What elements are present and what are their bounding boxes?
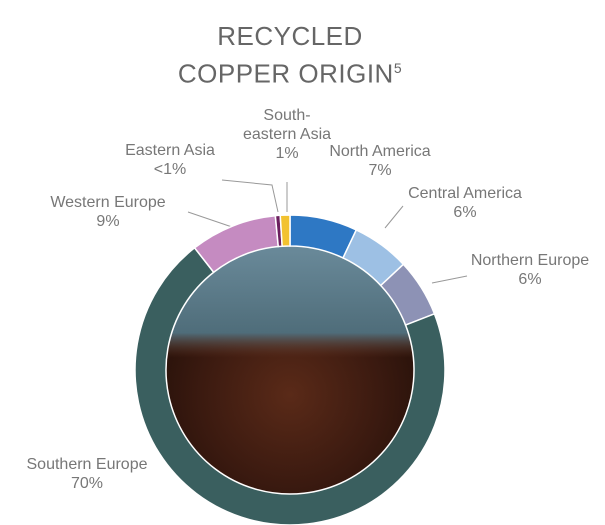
donut-segment (279, 214, 291, 248)
slice-label: Eastern Asia <1% (125, 141, 215, 179)
donut-segment (134, 246, 446, 525)
category-label: North America (329, 143, 431, 160)
category-label: Southern Europe (26, 456, 148, 473)
value-label: 6% (518, 271, 542, 288)
slice-label: Western Europe 9% (50, 193, 165, 231)
category-label: Western Europe (50, 194, 166, 211)
value-label: 9% (96, 213, 120, 230)
slice-label: Northern Europe 6% (471, 251, 589, 289)
title-text: RECYCLED COPPER ORIGIN (177, 21, 394, 89)
value-label: <1% (153, 161, 187, 178)
category-label: Eastern Asia (125, 142, 215, 159)
slice-label: Central America 6% (408, 184, 522, 222)
category-label: Central America (408, 185, 522, 202)
value-label: 70% (70, 475, 104, 492)
value-label: 1% (275, 145, 299, 162)
slice-label: South-eastern Asia 1% (237, 106, 337, 163)
category-label: Northern Europe (470, 252, 590, 269)
category-label: South-eastern Asia (242, 107, 332, 143)
chart-title: RECYCLED COPPER ORIGIN5 (160, 20, 420, 90)
leaders (187, 179, 468, 284)
slice-label: North America 7% (329, 142, 430, 180)
slice-label: Southern Europe 70% (27, 455, 148, 493)
value-label: 7% (368, 162, 392, 179)
value-label: 6% (453, 204, 477, 221)
title-footnote: 5 (393, 60, 403, 76)
photo-sky (166, 246, 414, 494)
